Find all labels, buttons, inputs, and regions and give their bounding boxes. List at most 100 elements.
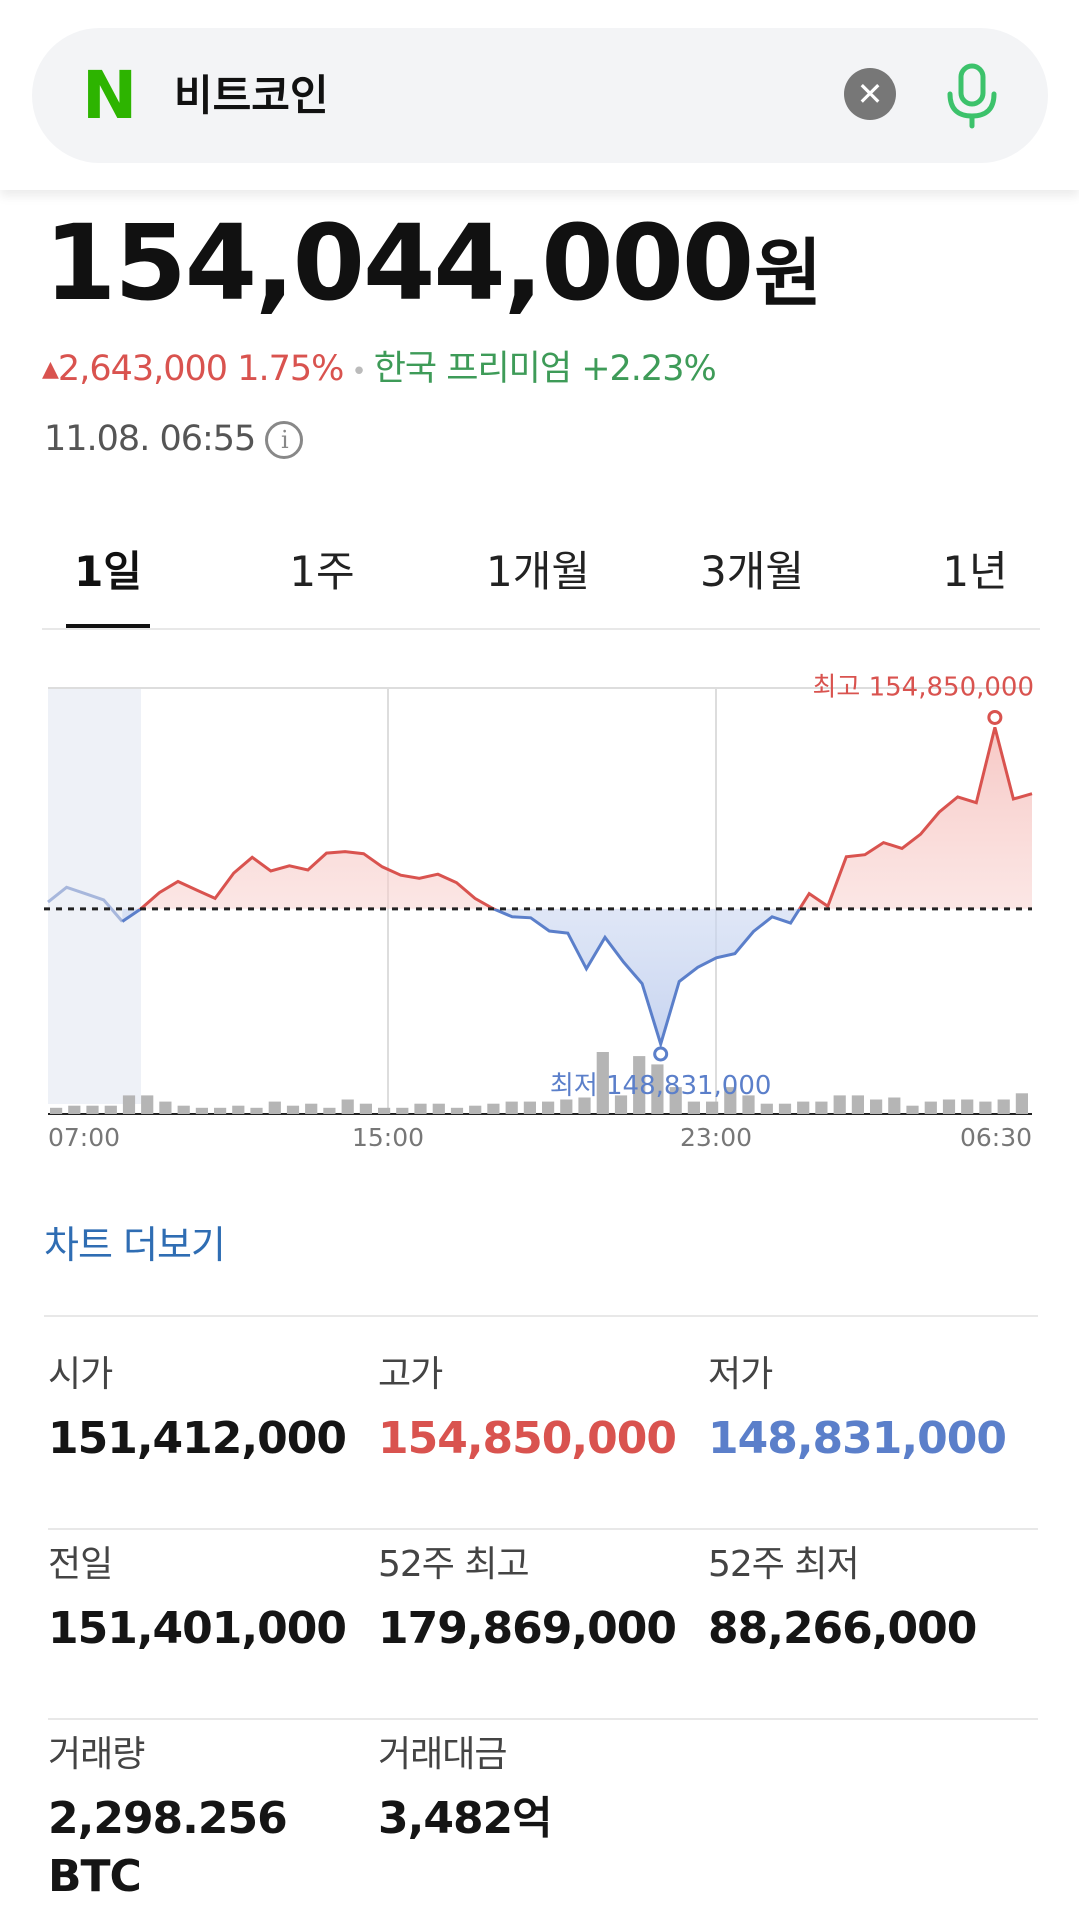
high-label: 최고 154,850,000 (812, 672, 1034, 702)
volume-bar (450, 1107, 464, 1114)
microphone-icon[interactable] (937, 60, 1007, 130)
down-area-fill (122, 908, 800, 1044)
volume-bar (359, 1103, 372, 1114)
volume-bar (487, 1103, 500, 1114)
volume-bar (633, 1056, 646, 1114)
price-line-up (138, 727, 1033, 909)
volume-bar (870, 1099, 883, 1114)
volume-bar (141, 1095, 154, 1114)
close-icon[interactable]: ✕ (844, 68, 896, 120)
volume-bar (195, 1107, 208, 1114)
info-icon[interactable]: i (265, 421, 304, 459)
volume-bar (706, 1101, 719, 1114)
divider (44, 1315, 1038, 1317)
volume-bar (724, 1087, 737, 1114)
stat-label: 52주 최저 (708, 1544, 860, 1585)
high-marker (987, 709, 1003, 725)
volume-bar (122, 1095, 136, 1114)
price-change-row: ▲2,643,000 1.75% • 한국 프리미엄 +2.23% (42, 346, 717, 392)
volume-bar (396, 1107, 409, 1114)
low-label: 최저 148,831,000 (550, 1071, 772, 1101)
stat-label: 전일 (48, 1544, 113, 1585)
stats-grid: 시가 151,412,000 고가 154,850,000 저가 148,831… (48, 1340, 1038, 1931)
tab-1m[interactable]: 1개월 (485, 547, 590, 596)
x-tick-label: 15:00 (352, 1123, 424, 1152)
volume-bar (833, 1095, 846, 1114)
volume-bar (542, 1101, 555, 1114)
volume-bar (505, 1101, 518, 1114)
volume-bar (560, 1099, 573, 1114)
stat-value: 151,401,000 (48, 1603, 347, 1654)
stat-volume: 거래량 2,298.256 BTC (48, 1728, 348, 1906)
stat-label: 52주 최고 (378, 1544, 530, 1585)
stat-value: 2,298.256 BTC (48, 1793, 288, 1902)
volume-bar (669, 1087, 682, 1114)
volume-bar (159, 1101, 172, 1114)
volume-bar (979, 1101, 992, 1114)
search-header: N 비트코인 ✕ (0, 0, 1079, 190)
naver-logo[interactable]: N (82, 57, 137, 134)
up-area-fill (122, 727, 1032, 909)
volume-bar (414, 1103, 427, 1114)
stat-label: 저가 (708, 1354, 773, 1395)
price-unit: 원 (754, 231, 823, 317)
stat-value: 154,850,000 (378, 1413, 677, 1464)
volume-bar (305, 1103, 318, 1114)
volume-bar (341, 1099, 354, 1114)
volume-bar (50, 1107, 63, 1114)
period-tabs: 1일 1주 1개월 3개월 1년 (42, 530, 1040, 630)
volume-bar (997, 1099, 1010, 1114)
stats-row: 전일 151,401,000 52주 최고 179,869,000 52주 최저… (48, 1530, 1038, 1720)
volume-bar (68, 1105, 81, 1114)
current-price: 154,044,000원 (44, 208, 822, 318)
x-tick-label: 06:30 (960, 1123, 1032, 1152)
stat-52w-low: 52주 최저 88,266,000 (708, 1538, 1008, 1658)
volume-bar (942, 1099, 956, 1114)
stat-value: 179,869,000 (378, 1603, 677, 1654)
tab-1y[interactable]: 1년 (942, 547, 1008, 596)
change-percent: 1.75% (237, 349, 344, 389)
volume-bar (906, 1105, 919, 1114)
volume-bar (778, 1103, 792, 1114)
x-tick-label: 23:00 (680, 1123, 752, 1152)
volume-bar (104, 1105, 117, 1114)
stat-open: 시가 151,412,000 (48, 1348, 348, 1468)
volume-bar (268, 1101, 281, 1114)
volume-bar (469, 1105, 482, 1114)
stat-value: 3,482억 (378, 1793, 553, 1844)
tab-1w[interactable]: 1주 (289, 547, 355, 596)
tab-3m[interactable]: 3개월 (699, 547, 804, 596)
stat-value: 148,831,000 (708, 1413, 1007, 1464)
search-bar[interactable]: N 비트코인 ✕ (32, 28, 1048, 163)
volume-bar (432, 1103, 445, 1114)
x-tick-label: 07:00 (48, 1123, 120, 1152)
volume-bar (742, 1095, 755, 1114)
chart-more-link[interactable]: 차트 더보기 (44, 1223, 226, 1267)
change-amount: 2,643,000 (57, 349, 228, 389)
stat-label: 거래량 (48, 1734, 145, 1775)
stat-value: 88,266,000 (708, 1603, 977, 1654)
stats-row: 거래량 2,298.256 BTC 거래대금 3,482억 (48, 1720, 1038, 1931)
price-chart[interactable]: 최고 154,850,000 최저 148,831,000 07:00 15:0… (0, 660, 1079, 1160)
price-line-down (121, 908, 802, 1050)
volume-bar (286, 1105, 300, 1114)
stat-low: 저가 148,831,000 (708, 1348, 1008, 1468)
volume-bar (651, 1064, 664, 1114)
volume-bar (687, 1101, 700, 1114)
search-query[interactable]: 비트코인 (174, 71, 329, 120)
volume-bar (177, 1105, 190, 1114)
tab-1d[interactable]: 1일 (74, 547, 142, 596)
stat-trade-value: 거래대금 3,482억 (378, 1728, 678, 1848)
active-tab-indicator (66, 624, 150, 628)
stat-label: 시가 (48, 1354, 113, 1395)
stat-label: 고가 (378, 1354, 443, 1395)
timestamp: 11.08. 06:55 (44, 419, 256, 459)
low-marker (653, 1046, 669, 1062)
volume-bar (815, 1101, 828, 1114)
triangle-up-icon: ▲ (42, 357, 59, 382)
volume-bar (378, 1107, 391, 1114)
pre-market-line (47, 885, 124, 923)
volume-bar (961, 1099, 974, 1114)
volume-bar (888, 1097, 901, 1114)
volume-bar (1015, 1093, 1028, 1114)
